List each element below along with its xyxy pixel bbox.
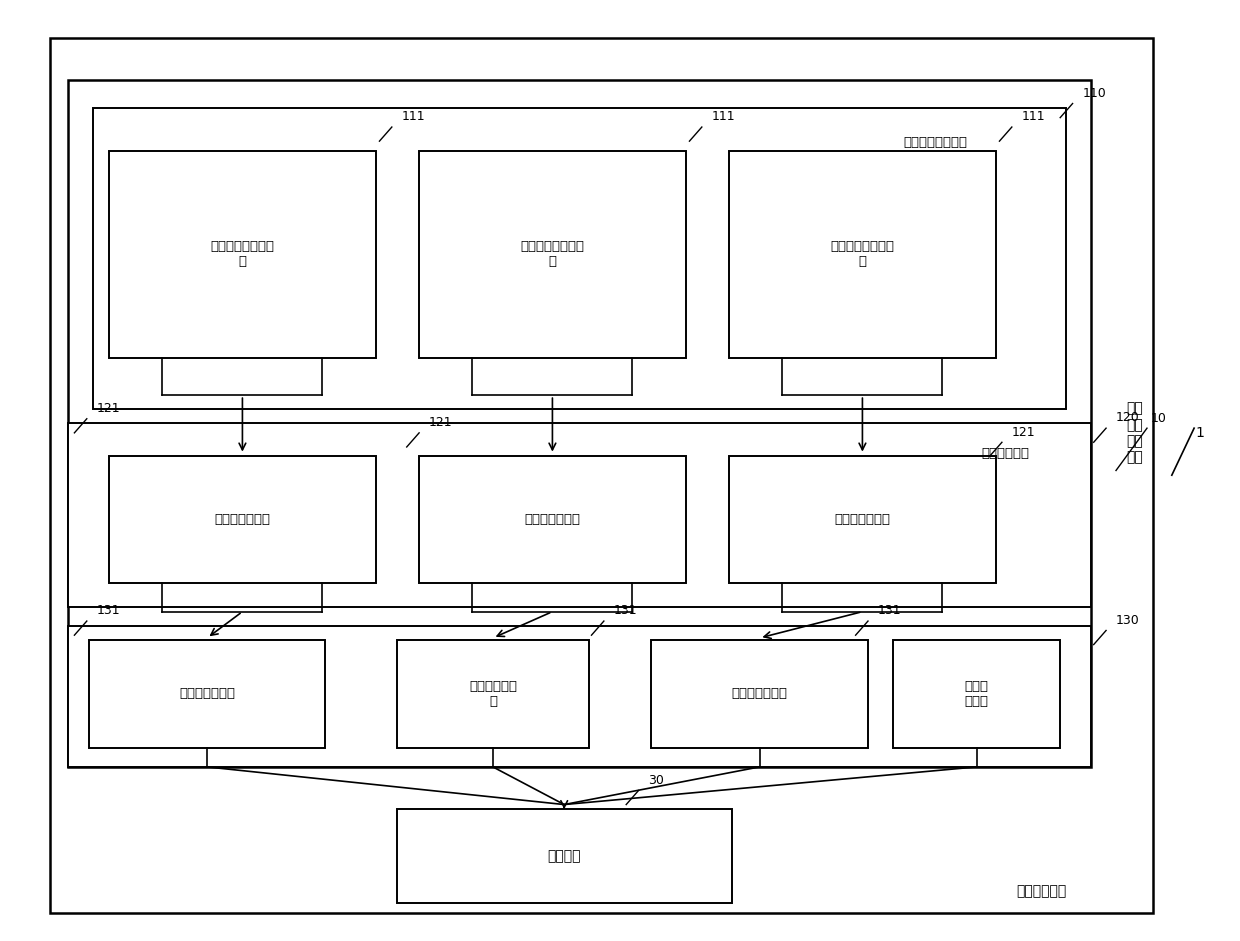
Text: 输出信号子单
元: 输出信号子单 元 xyxy=(469,680,517,708)
Text: 逻辑控制单元: 逻辑控制单元 xyxy=(981,447,1029,460)
Text: 输出信号子单元: 输出信号子单元 xyxy=(732,688,787,700)
Text: 输入信号采集单元: 输入信号采集单元 xyxy=(903,136,967,150)
Text: 121: 121 xyxy=(429,416,453,429)
Bar xyxy=(419,151,686,358)
Bar xyxy=(68,423,1091,607)
Bar xyxy=(109,151,376,358)
Text: 120: 120 xyxy=(1116,411,1140,424)
Text: 1: 1 xyxy=(1195,426,1205,439)
Bar xyxy=(93,108,1066,409)
Bar xyxy=(50,38,1153,913)
Text: 111: 111 xyxy=(1022,110,1045,123)
Text: 逻辑控制子单元: 逻辑控制子单元 xyxy=(835,514,890,526)
Text: 道岔
逻辑
控制
模块: 道岔 逻辑 控制 模块 xyxy=(1126,402,1143,464)
Bar xyxy=(397,809,732,903)
Text: 111: 111 xyxy=(712,110,735,123)
Text: 121: 121 xyxy=(97,402,120,415)
Text: 道岔控制系统: 道岔控制系统 xyxy=(1017,885,1066,899)
Text: 10: 10 xyxy=(1151,412,1167,425)
Text: 逻辑控制子单元: 逻辑控制子单元 xyxy=(215,514,270,526)
Text: 121: 121 xyxy=(1012,425,1035,439)
Text: 显示设备: 显示设备 xyxy=(547,850,582,863)
Bar xyxy=(397,640,589,748)
Text: 30: 30 xyxy=(649,774,665,787)
Bar xyxy=(893,640,1060,748)
Text: 逻辑控制子单元: 逻辑控制子单元 xyxy=(525,514,580,526)
Text: 输入信号采集子单
元: 输入信号采集子单 元 xyxy=(831,240,894,268)
Bar xyxy=(89,640,325,748)
Bar xyxy=(419,456,686,583)
Text: 输出信
号单元: 输出信 号单元 xyxy=(965,680,988,708)
Text: 131: 131 xyxy=(97,604,120,617)
Text: 输出信号子单元: 输出信号子单元 xyxy=(179,688,236,700)
Text: 130: 130 xyxy=(1116,614,1140,627)
Text: 输入信号采集子单
元: 输入信号采集子单 元 xyxy=(211,240,274,268)
Bar xyxy=(729,151,996,358)
Text: 110: 110 xyxy=(1083,87,1106,100)
Bar xyxy=(68,80,1091,767)
Bar xyxy=(729,456,996,583)
Text: 131: 131 xyxy=(878,604,901,617)
Text: 输入信号采集子单
元: 输入信号采集子单 元 xyxy=(521,240,584,268)
Bar xyxy=(109,456,376,583)
Text: 131: 131 xyxy=(614,604,637,617)
Bar xyxy=(651,640,868,748)
Bar xyxy=(68,626,1091,767)
Text: 111: 111 xyxy=(402,110,425,123)
